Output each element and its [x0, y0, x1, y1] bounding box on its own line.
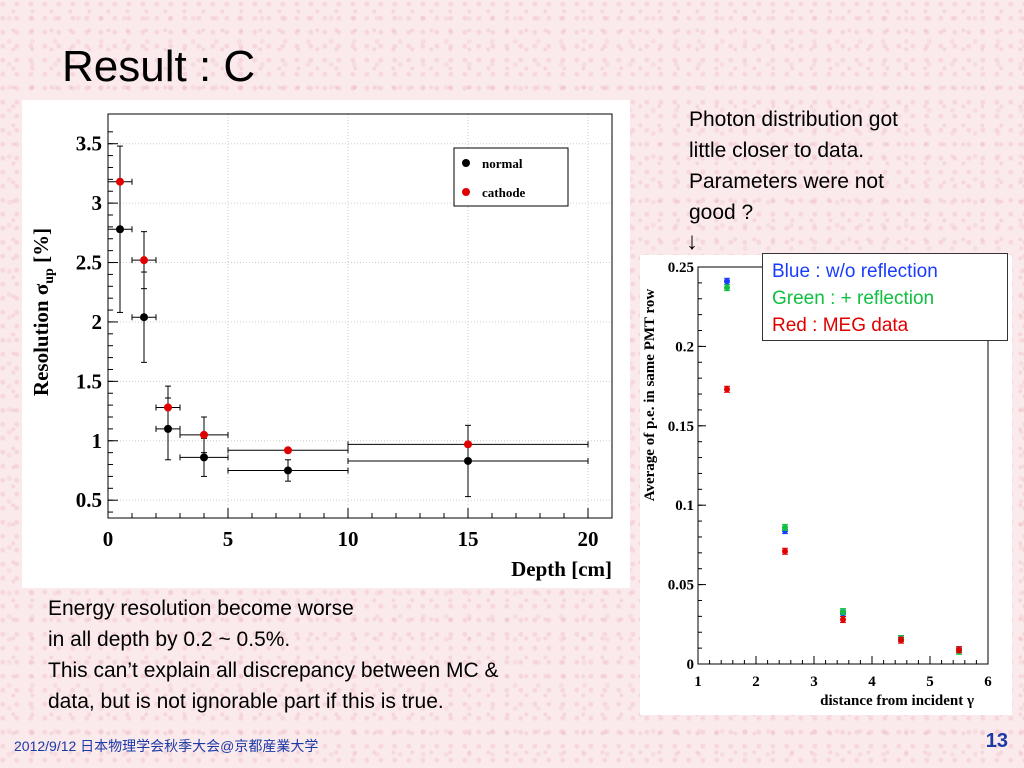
- x-tick-label: 10: [338, 527, 359, 551]
- footer-text: 2012/9/12 日本物理学会秋季大会@京都産業大学: [14, 738, 319, 754]
- left-chart-panel: 0 5 10 15 20 0.5 1 1.5 2 2.5 3 3.5 Depth [cm] Resolut…: [22, 100, 630, 588]
- legend-marker: [462, 159, 470, 167]
- data-point-cathode: [116, 177, 124, 186]
- x-tick-label: 0: [103, 527, 114, 551]
- y-tick-label: 1.5: [76, 369, 102, 393]
- data-point--reflection: [724, 284, 730, 291]
- x-tick-label: 1: [694, 674, 702, 690]
- data-point-w-o-reflection: [724, 278, 730, 285]
- data-point--reflection: [840, 608, 846, 615]
- data-point-cathode: [284, 446, 292, 455]
- y-axis-title: Resolution σup [%]: [29, 228, 57, 396]
- data-point-cathode: [140, 256, 148, 265]
- data-point-MEG-data: [724, 386, 730, 393]
- y-axis-title: Average of p.e. in same PMT row: [642, 289, 658, 502]
- y-tick-label: 0.2: [675, 339, 694, 355]
- x-tick-label: 15: [458, 527, 479, 551]
- x-tick-label: 4: [868, 674, 876, 690]
- legend-marker: [462, 188, 470, 196]
- data-point-cathode: [164, 403, 172, 412]
- note-bottom: Energy resolution become worse in all de…: [48, 593, 499, 717]
- legend-label: normal: [482, 156, 523, 171]
- note-right-line: Parameters were not: [689, 170, 884, 193]
- note-right-line: little closer to data.: [689, 139, 865, 162]
- y-tick-label: 0.5: [76, 488, 102, 512]
- y-tick-label: 3: [92, 191, 103, 215]
- data-point-cathode: [464, 440, 472, 449]
- data-point-normal: [464, 456, 472, 465]
- note-bottom-line: This can’t explain all discrepancy betwe…: [48, 659, 499, 682]
- x-tick-label: 3: [810, 674, 818, 690]
- note-right-line: Photon distribution got: [689, 108, 898, 131]
- x-tick-label: 6: [984, 674, 992, 690]
- y-tick-label: 2: [92, 310, 103, 334]
- data-point-normal: [200, 453, 208, 462]
- y-tick-label: 1: [92, 429, 103, 453]
- y-tick-label: 0.25: [668, 260, 694, 276]
- x-axis-title: Depth [cm]: [511, 557, 612, 581]
- x-tick-label: 5: [223, 527, 234, 551]
- data-point-normal: [140, 313, 148, 322]
- right-chart-legend: Blue : w/o reflection Green : + reflecti…: [762, 253, 1008, 341]
- page-number: 13: [985, 730, 1008, 752]
- data-point-cathode: [200, 430, 208, 439]
- down-arrow-icon: ↓: [686, 228, 698, 255]
- y-tick-label: 0: [687, 657, 695, 673]
- x-tick-label: 20: [578, 527, 599, 551]
- note-bottom-line: data, but is not ignorable part if this …: [48, 690, 444, 713]
- y-tick-label: 0.05: [668, 578, 694, 594]
- legend-box: [453, 147, 569, 207]
- data-point-normal: [284, 466, 292, 475]
- pe-vs-distance-chart: 1 2 3 4 5 6 0 0.05 0.1 0.15 0.2 0.25 distance from i…: [642, 260, 992, 709]
- resolution-vs-depth-chart: 0 5 10 15 20 0.5 1 1.5 2 2.5 3 3.5 Depth [cm] Resolut…: [29, 113, 613, 581]
- x-axis-title: distance from incident γ: [820, 693, 974, 709]
- note-bottom-line: in all depth by 0.2 ~ 0.5%.: [48, 628, 291, 651]
- y-tick-label: 3.5: [76, 132, 102, 156]
- data-point-normal: [116, 225, 124, 234]
- note-right: Photon distribution got little closer to…: [689, 104, 898, 228]
- note-bottom-line: Energy resolution become worse: [48, 597, 354, 620]
- legend-blue: Blue : w/o reflection: [772, 261, 938, 282]
- data-point-MEG-data: [898, 637, 904, 644]
- x-tick-label: 5: [926, 674, 934, 690]
- x-tick-label: 2: [752, 674, 760, 690]
- data-point-MEG-data: [840, 616, 846, 623]
- y-tick-label: 2.5: [76, 251, 102, 275]
- y-tick-label: 0.15: [668, 419, 694, 435]
- plot-frame: [107, 113, 613, 519]
- legend-label: cathode: [482, 185, 526, 200]
- y-tick-label: 0.1: [675, 498, 694, 514]
- data-point--reflection: [782, 524, 788, 531]
- legend-green: Green : + reflection: [772, 288, 935, 309]
- data-point-MEG-data: [782, 548, 788, 555]
- data-point-MEG-data: [956, 646, 962, 653]
- note-right-line: good ?: [689, 201, 754, 224]
- legend-red: Red : MEG data: [772, 315, 909, 336]
- slide-title: Result : C: [62, 42, 256, 91]
